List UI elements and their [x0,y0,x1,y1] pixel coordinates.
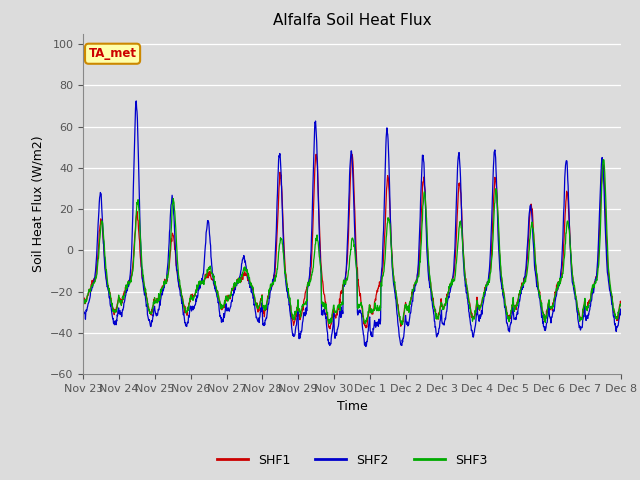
Line: SHF3: SHF3 [83,160,621,324]
SHF3 [79,298,87,304]
SHF2 [79,308,87,313]
SHF3 [398,322,406,327]
SHF2 [506,322,514,328]
SHF3 [600,157,607,163]
SHF3 [199,281,207,287]
Legend: SHF1, SHF2, SHF3: SHF1, SHF2, SHF3 [212,449,492,472]
SHF3 [259,304,267,310]
SHF1 [554,287,561,292]
SHF1 [186,298,193,304]
SHF1 [436,306,444,312]
Line: SHF1: SHF1 [83,155,621,329]
Title: Alfalfa Soil Heat Flux: Alfalfa Soil Heat Flux [273,13,431,28]
SHF1 [312,152,320,157]
SHF2 [259,321,267,326]
Text: TA_met: TA_met [88,47,136,60]
Y-axis label: Soil Heat Flux (W/m2): Soil Heat Flux (W/m2) [31,136,44,272]
SHF2 [186,304,194,310]
SHF2 [132,98,140,104]
X-axis label: Time: Time [337,400,367,413]
SHF3 [617,302,625,308]
SHF1 [506,315,514,321]
SHF1 [617,300,625,306]
Line: SHF2: SHF2 [83,101,621,347]
SHF3 [186,299,193,304]
SHF1 [259,306,267,312]
SHF1 [326,326,334,332]
SHF1 [79,294,87,300]
SHF3 [506,315,514,321]
SHF3 [554,284,561,289]
SHF1 [199,279,207,285]
SHF2 [199,271,207,277]
SHF2 [362,344,369,349]
SHF2 [436,319,444,324]
SHF3 [436,309,444,315]
SHF2 [554,287,561,292]
SHF2 [617,312,625,318]
